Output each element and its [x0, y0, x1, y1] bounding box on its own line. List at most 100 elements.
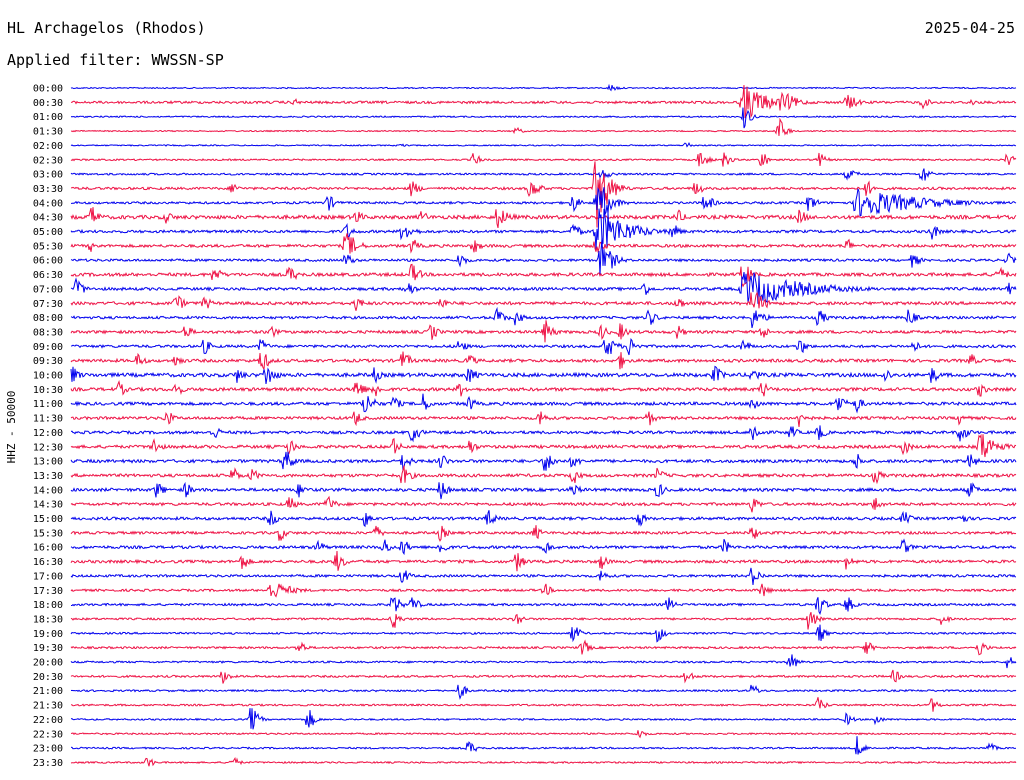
trace-1830	[70, 612, 1017, 630]
time-label: 18:00	[33, 600, 63, 611]
trace-0230	[70, 152, 1017, 167]
trace-1530	[70, 525, 1017, 542]
trace-0600	[70, 238, 1017, 276]
trace-0300	[70, 168, 1017, 182]
trace-0700	[70, 272, 1017, 304]
trace-0130	[70, 117, 1017, 136]
time-label: 15:00	[33, 514, 63, 525]
trace-0800	[70, 306, 1017, 329]
time-label: 03:00	[33, 170, 63, 181]
trace-0400	[71, 187, 1017, 217]
time-label: 19:00	[33, 629, 63, 640]
time-label: 02:30	[33, 155, 63, 166]
time-label: 23:00	[33, 744, 63, 755]
trace-0530	[70, 233, 1017, 254]
time-label: 02:00	[33, 141, 63, 152]
trace-1130	[70, 411, 1017, 428]
time-label: 16:30	[33, 557, 63, 568]
trace-0830	[70, 320, 1017, 343]
trace-2330	[70, 756, 1017, 767]
trace-1600	[70, 538, 1017, 556]
trace-1400	[70, 481, 1017, 500]
time-label: 22:00	[33, 715, 63, 726]
time-label: 07:00	[33, 284, 63, 295]
trace-0030	[70, 85, 1017, 119]
time-label: 21:00	[33, 686, 63, 697]
time-label: 09:30	[33, 356, 63, 367]
time-label: 04:00	[33, 198, 63, 209]
time-label: 14:30	[33, 500, 63, 511]
time-label: 03:30	[33, 184, 63, 195]
time-labels: 00:00 00:30 01:00 01:30 02:00 02:30 03:00 03:30…	[33, 84, 63, 769]
time-label: 06:30	[33, 270, 63, 281]
trace-0630	[70, 263, 1017, 288]
trace-2230	[71, 730, 1017, 739]
trace-0500	[70, 208, 1017, 250]
time-label: 13:00	[33, 457, 63, 468]
trace-1230	[70, 433, 1017, 458]
trace-1500	[70, 510, 1017, 528]
trace-1630	[70, 550, 1017, 572]
time-label: 12:30	[33, 442, 63, 453]
trace-0200	[70, 141, 1017, 148]
time-label: 05:00	[33, 227, 63, 238]
trace-2000	[70, 654, 1017, 669]
time-label: 11:30	[33, 414, 63, 425]
time-label: 23:30	[33, 758, 63, 769]
time-label: 20:00	[33, 658, 63, 669]
time-label: 16:00	[33, 543, 63, 554]
trace-0930	[70, 351, 1016, 371]
time-label: 12:00	[33, 428, 63, 439]
trace-2030	[70, 669, 1017, 684]
time-label: 07:30	[33, 299, 63, 310]
trace-1030	[70, 380, 1017, 397]
header-date: 2025-04-25	[924, 19, 1015, 37]
trace-1200	[70, 425, 1017, 443]
time-label: 20:30	[33, 672, 63, 683]
time-label: 22:30	[33, 729, 63, 740]
time-label: 10:00	[33, 371, 63, 382]
trace-1000	[70, 365, 1017, 384]
trace-0330	[70, 161, 1017, 228]
trace-1700	[70, 567, 1017, 586]
traces	[70, 83, 1017, 767]
header-station: HL Archagelos (Rhodos)	[7, 19, 206, 37]
trace-2130	[70, 697, 1017, 712]
time-label: 18:30	[33, 614, 63, 625]
time-label: 17:00	[33, 571, 63, 582]
trace-0430	[70, 207, 1017, 229]
trace-1100	[70, 393, 1017, 414]
time-label: 17:30	[33, 586, 63, 597]
time-label: 00:00	[33, 84, 63, 95]
trace-1800	[71, 597, 1017, 616]
time-label: 10:30	[33, 385, 63, 396]
trace-0730	[70, 291, 1017, 311]
time-label: 01:00	[33, 112, 63, 123]
trace-1300	[70, 451, 1017, 471]
trace-1900	[70, 624, 1017, 643]
header-filter: Applied filter: WWSSN-SP	[7, 51, 224, 69]
trace-2100	[70, 684, 1017, 700]
time-label: 15:30	[33, 528, 63, 539]
trace-2300	[70, 736, 1017, 755]
time-label: 09:00	[33, 342, 63, 353]
trace-1330	[70, 465, 1017, 485]
time-label: 08:30	[33, 327, 63, 338]
time-label: 19:30	[33, 643, 63, 654]
time-label: 01:30	[33, 127, 63, 138]
time-label: 14:00	[33, 485, 63, 496]
time-label: 04:30	[33, 213, 63, 224]
time-label: 08:00	[33, 313, 63, 324]
trace-1930	[70, 639, 1017, 656]
time-label: 11:00	[33, 399, 63, 410]
time-label: 06:00	[33, 256, 63, 267]
time-label: 21:30	[33, 701, 63, 712]
time-label: 00:30	[33, 98, 63, 109]
time-label: 05:30	[33, 241, 63, 252]
trace-0000	[70, 83, 1017, 92]
trace-1730	[70, 583, 1017, 598]
trace-0100	[70, 107, 1017, 129]
trace-0900	[70, 338, 1017, 356]
trace-2200	[70, 708, 1016, 730]
